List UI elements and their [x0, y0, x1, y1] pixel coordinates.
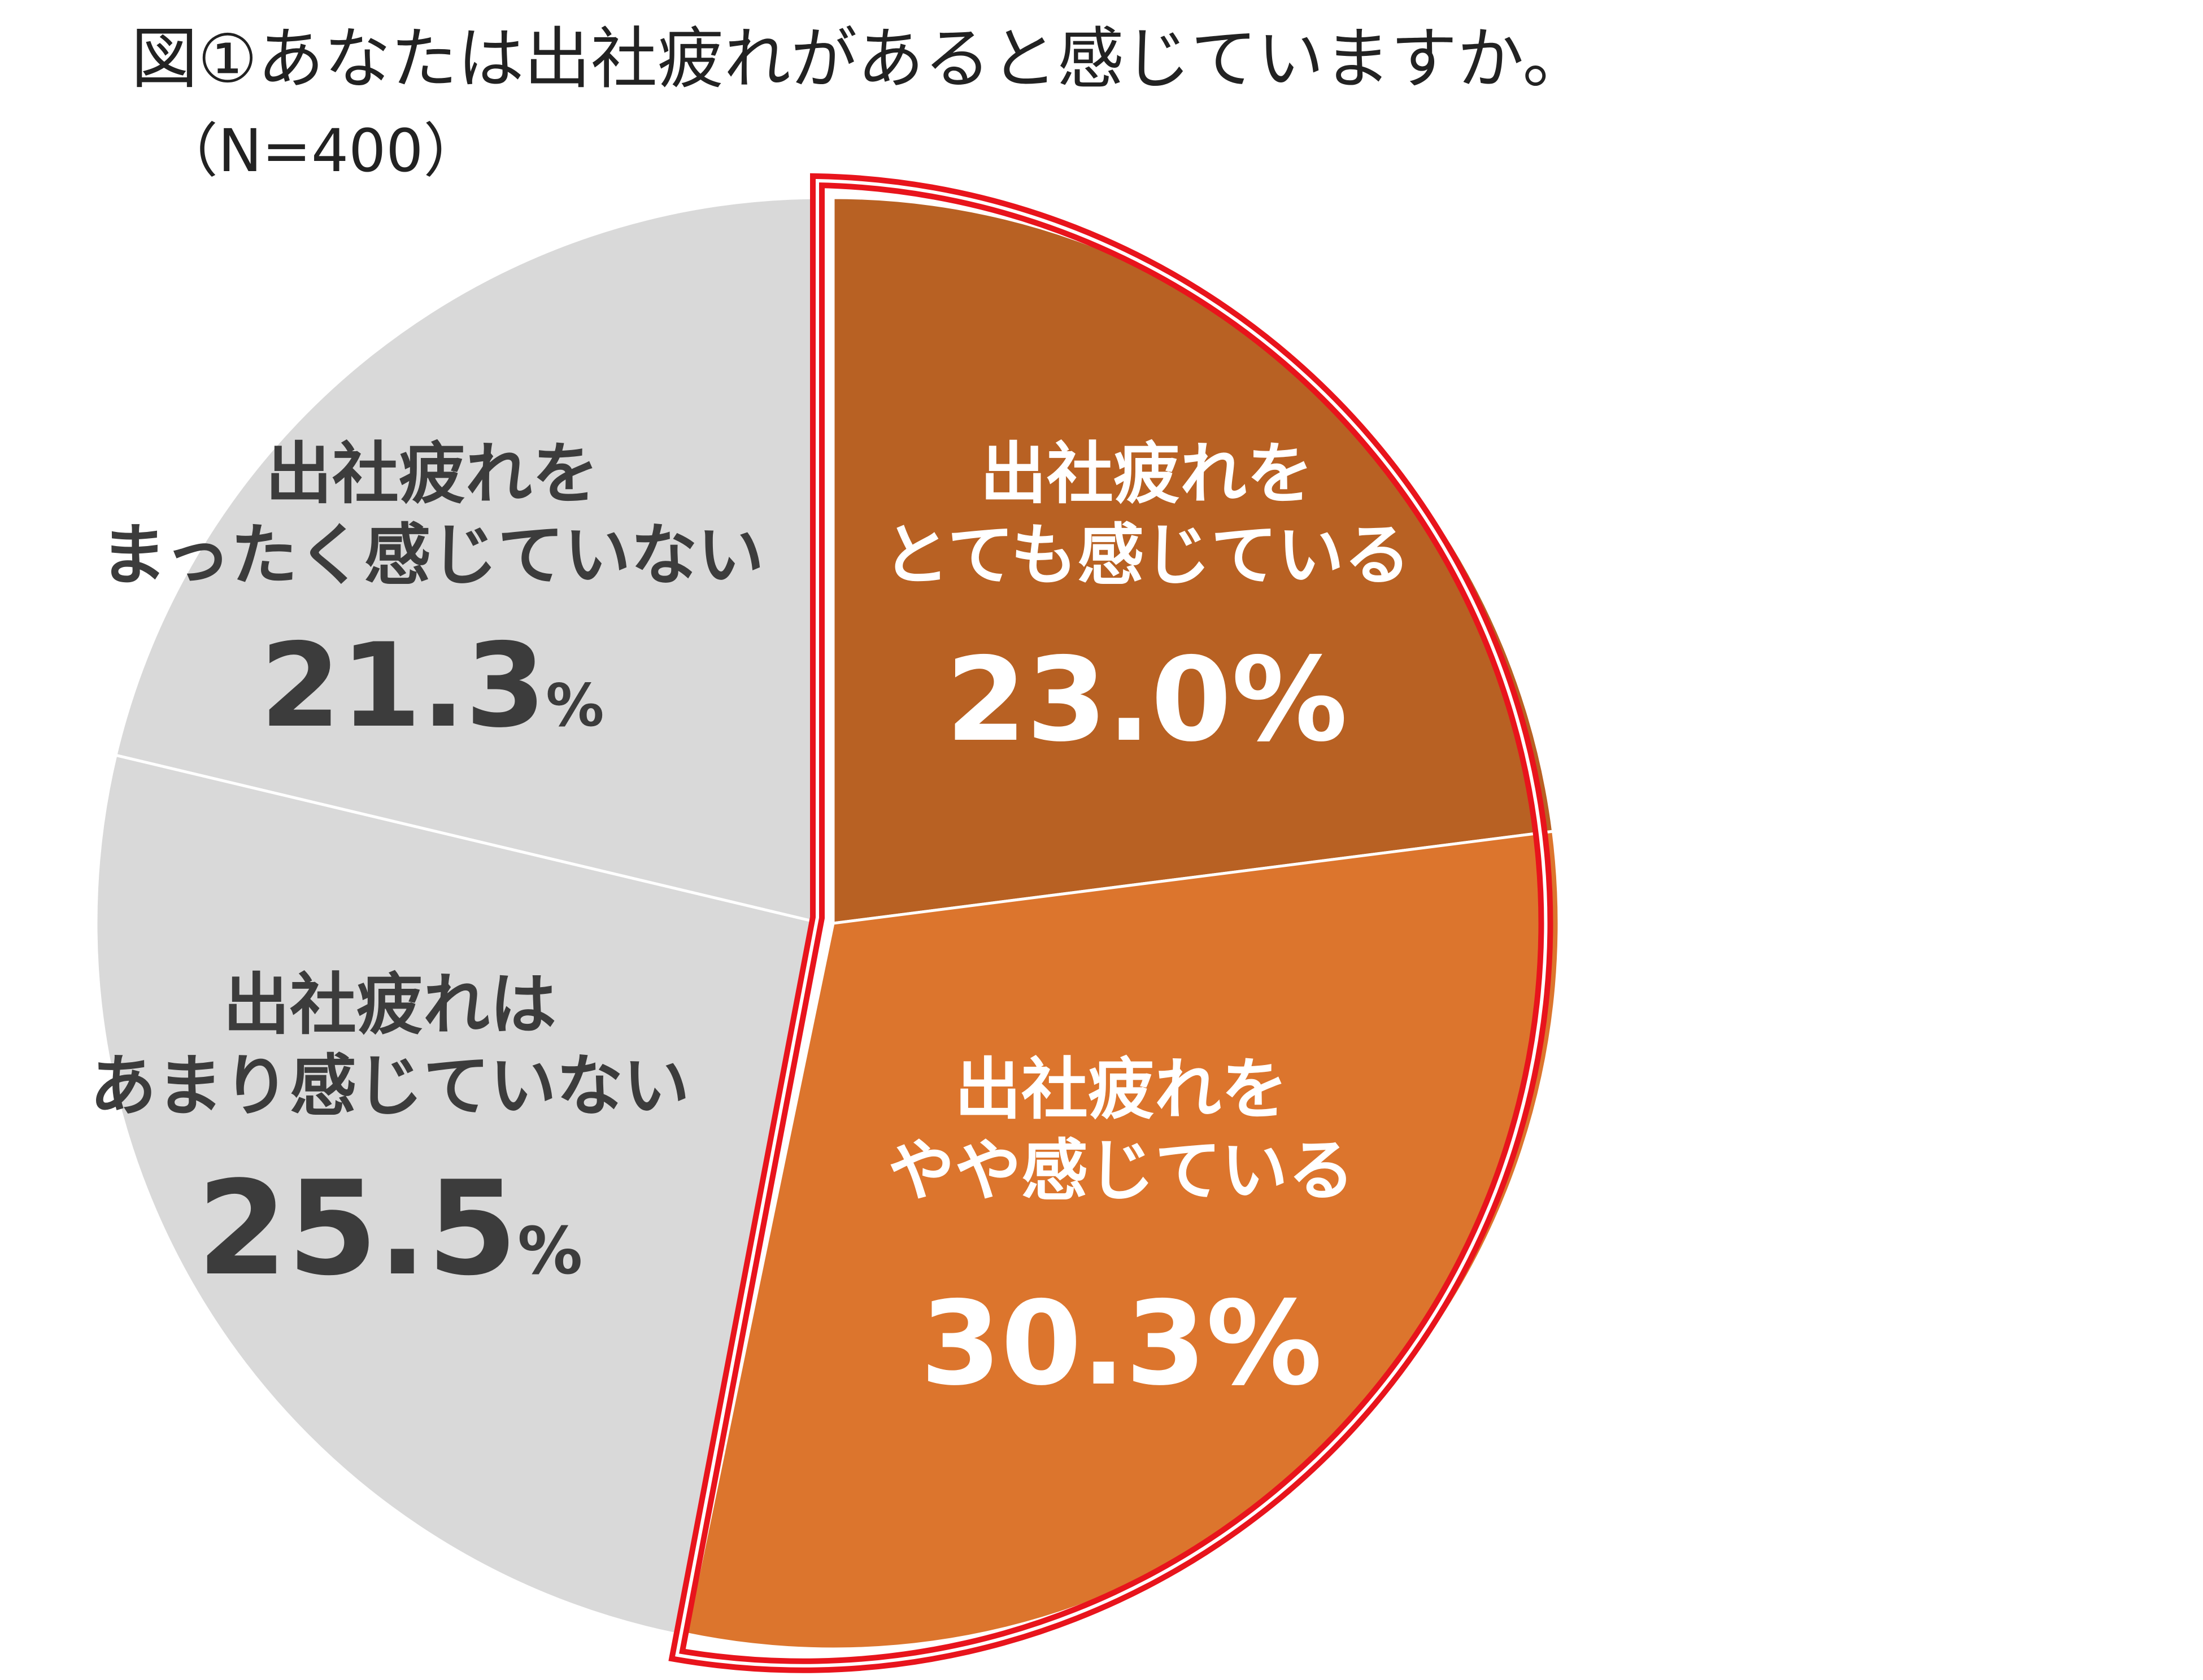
pie-slice-4 — [114, 196, 824, 926]
slice-1-value: 23.0% — [946, 633, 1347, 767]
highlight-border-inner — [675, 178, 1548, 1668]
slice-4-value-number: 21.3 — [260, 619, 546, 753]
chart-subtitle: （N=400） — [159, 116, 482, 185]
slice-2-label-line-1: 出社疲れを — [955, 1050, 1288, 1128]
slice-4-percent-sign: % — [546, 672, 604, 740]
chart-title: 図①あなたは出社疲れがあると感じていますか。 — [131, 20, 1590, 98]
slice-3-label-line-2: あまり感じていない — [90, 1047, 690, 1125]
slice-1-label-line-1: 出社疲れを — [980, 435, 1313, 513]
slice-3-value-number: 25.5 — [197, 1154, 517, 1304]
slice-3-value: 25.5% — [197, 1154, 583, 1304]
slice-1-value-number: 23.0% — [946, 633, 1347, 767]
slice-1-label-line-2: とても感じている — [883, 516, 1411, 594]
pie-slice-3 — [94, 753, 824, 1636]
slice-4-value: 21.3% — [260, 619, 604, 753]
slice-2-value-number: 30.3% — [920, 1277, 1322, 1411]
slice-2-label-line-2: やや感じている — [888, 1132, 1355, 1210]
slice-2-value: 30.3% — [920, 1277, 1322, 1411]
slice-4-label-line-1: 出社疲れを — [265, 435, 599, 513]
slice-4-label-line-2: まったく感じていない — [100, 516, 764, 594]
slice-3-label-line-1: 出社疲れは — [223, 966, 556, 1044]
slice-3-percent-sign: % — [517, 1214, 582, 1289]
